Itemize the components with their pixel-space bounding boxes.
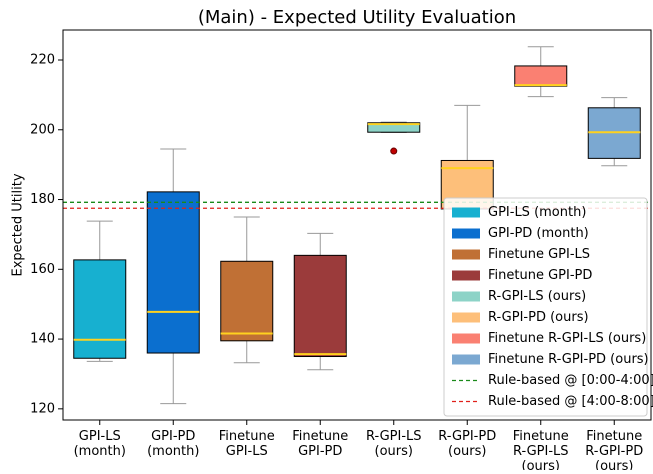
x-tick-label: Finetune GPI-LS <box>219 429 275 459</box>
box <box>220 260 274 342</box>
legend-swatch <box>452 207 480 218</box>
plot-frame <box>62 29 652 421</box>
legend-swatch <box>452 354 480 365</box>
legend-label: Finetune GPI-PD <box>488 268 592 283</box>
box <box>73 259 127 359</box>
outlier <box>390 147 398 155</box>
legend-swatch <box>452 333 480 344</box>
y-axis-label: Expected Utility <box>11 173 26 276</box>
y-tick-label: 140 <box>30 332 55 347</box>
legend-label: Rule-based @ [0:00-4:00] <box>488 373 653 388</box>
x-tick-label: GPI-PD (month) <box>147 429 199 459</box>
legend-swatch <box>452 291 480 302</box>
x-tick-label: R-GPI-LS (ours) <box>366 429 422 459</box>
legend-label: R-GPI-PD (ours) <box>488 310 589 325</box>
legend-label: Finetune GPI-LS <box>488 247 590 262</box>
x-tick-label: Finetune GPI-PD <box>292 429 348 459</box>
x-tick-label: Finetune R-GPI-LS (ours) <box>513 429 569 471</box>
legend-label: Finetune R-GPI-LS (ours) <box>488 331 646 346</box>
x-tick-label: R-GPI-PD (ours) <box>438 429 496 459</box>
y-tick-label: 220 <box>30 53 55 68</box>
y-tick-label: 180 <box>30 192 55 207</box>
x-tick-label: GPI-LS (month) <box>74 429 126 459</box>
chart-title: (Main) - Expected Utility Evaluation <box>198 7 516 28</box>
legend-label: Rule-based @ [4:00-8:00] <box>488 394 653 409</box>
legend-frame <box>443 197 648 417</box>
legend-label: Finetune R-GPI-PD (ours) <box>488 352 649 367</box>
legend-label: R-GPI-LS (ours) <box>488 289 586 304</box>
legend-swatch <box>452 249 480 260</box>
x-tick-label: Finetune R-GPI-PD (ours) <box>585 429 643 471</box>
y-tick-label: 200 <box>30 122 55 137</box>
y-tick-label: 120 <box>30 401 55 416</box>
y-tick-label: 160 <box>30 262 55 277</box>
box <box>146 191 200 354</box>
box <box>367 122 421 133</box>
legend-label: GPI-LS (month) <box>488 205 586 220</box>
legend-swatch <box>452 270 480 281</box>
legend: GPI-LS (month) GPI-PD (month) Finetune GPI… <box>443 197 653 417</box>
box <box>514 65 568 87</box>
box <box>293 254 347 358</box>
legend-label: GPI-PD (month) <box>488 226 589 241</box>
legend-swatch <box>452 312 480 323</box>
legend-swatch <box>452 228 480 239</box>
